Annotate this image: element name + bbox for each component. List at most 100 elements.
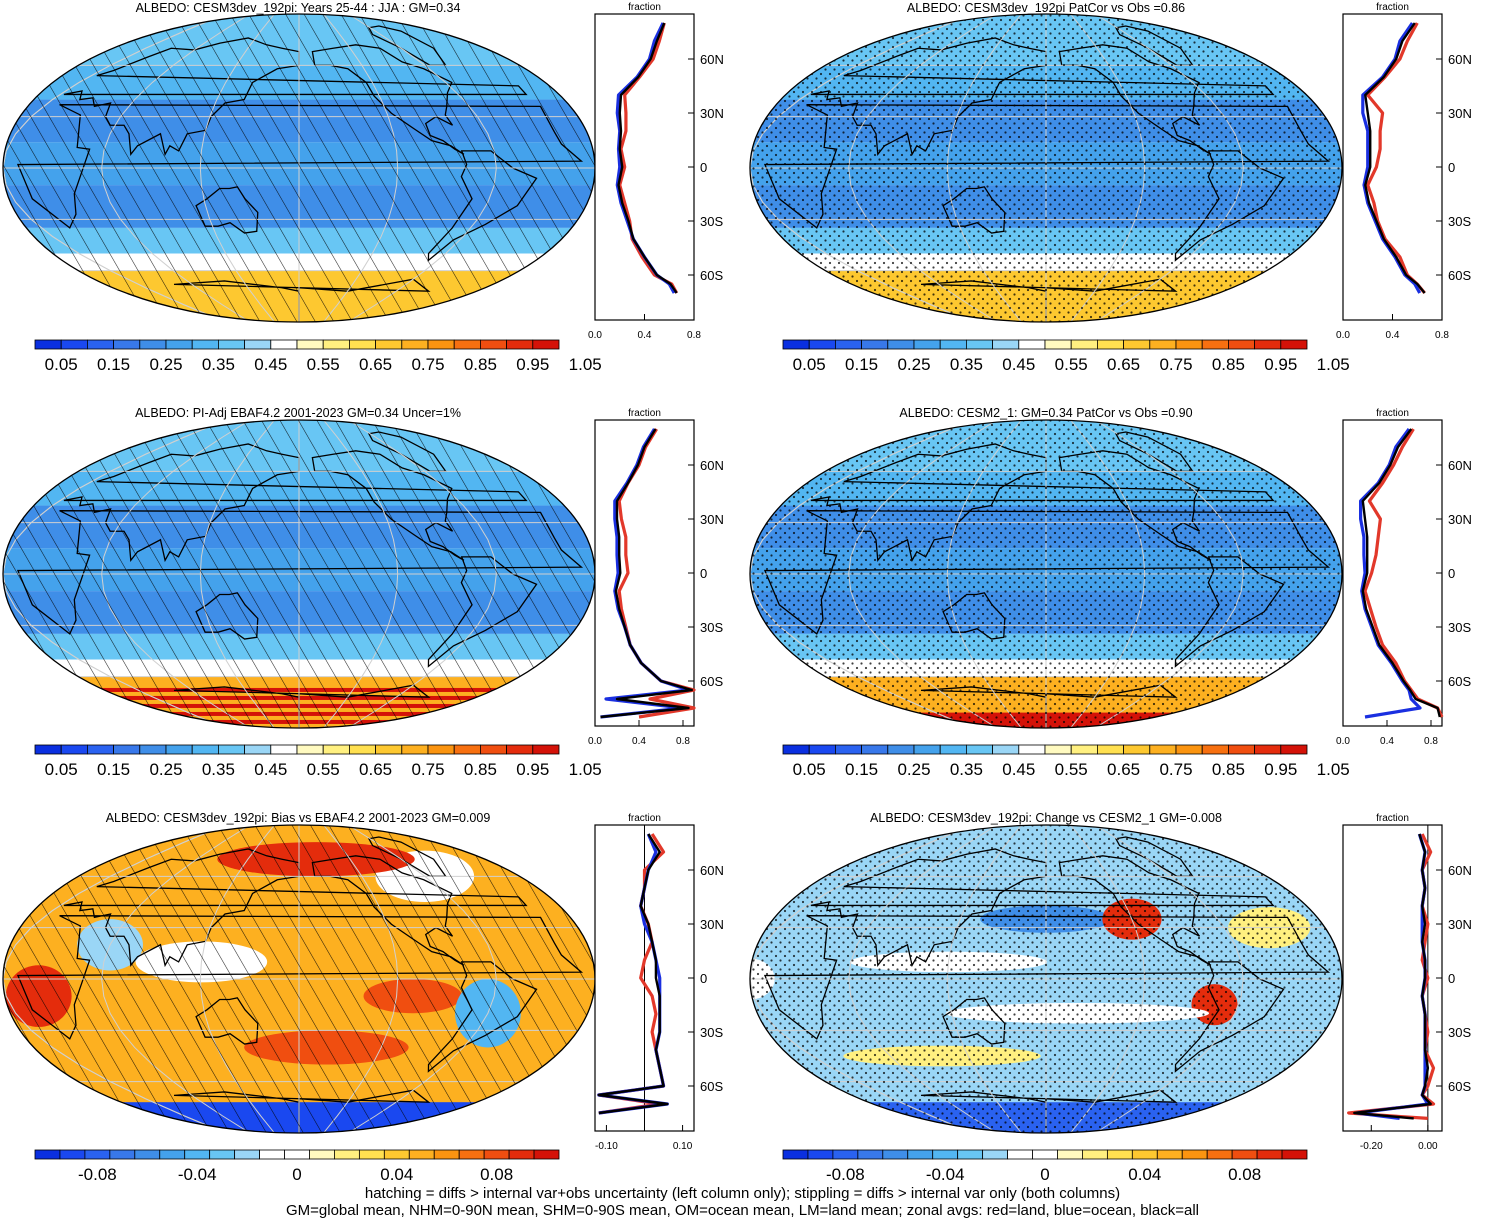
colorbar-swatch: [1256, 1149, 1283, 1160]
colorbar-swatch: [1175, 744, 1203, 755]
zonal-series-all: [597, 833, 669, 1115]
colorbar-swatch: [1156, 1149, 1183, 1160]
colorbar-swatch: [832, 1149, 859, 1160]
panel-title: ALBEDO: PI-Adj EBAF4.2 2001-2023 GM=0.34…: [135, 406, 461, 420]
latitude-tick-label: 30N: [700, 106, 724, 121]
colorbar-label: 0.75: [411, 355, 444, 374]
colorbar-swatch: [835, 339, 863, 350]
zonal-series-land: [1366, 22, 1426, 295]
colorbar-swatch: [270, 339, 298, 350]
colorbar-label: 0: [292, 1165, 301, 1184]
colorbar-label: 0.85: [464, 760, 497, 779]
colorbar-swatch: [296, 744, 324, 755]
colorbar-label: 0.55: [307, 355, 340, 374]
colorbar-swatch: [882, 1149, 909, 1160]
colorbar-swatch: [334, 1149, 360, 1160]
colorbar-swatch: [861, 744, 889, 755]
colorbar-swatch: [913, 744, 941, 755]
x-tick-label: 0.4: [632, 736, 646, 747]
colorbar-4: 0.05 0.15 0.25 0.35 0.45 0.55 0.65 0.75 0.85 0.95…: [782, 744, 1350, 779]
colorbar-swatch: [87, 339, 115, 350]
map-border: [749, 13, 1343, 323]
colorbar-swatch: [234, 1149, 260, 1160]
x-tick-label: 0.0: [1336, 330, 1350, 341]
colorbar-swatch: [60, 339, 88, 350]
colorbar-label: -0.04: [926, 1165, 965, 1184]
colorbar-swatch: [322, 744, 350, 755]
colorbar-swatch: [59, 1149, 86, 1160]
footer-line-1: hatching = diffs > internal var+obs unce…: [364, 1185, 1121, 1202]
latitude-tick-label: 30N: [1448, 512, 1472, 527]
latitude-tick-label: 60N: [1448, 52, 1472, 67]
colorbar-swatch: [532, 339, 560, 350]
colorbar-swatch: [113, 744, 141, 755]
colorbar-swatch: [296, 339, 324, 350]
colorbar-swatch: [309, 1149, 335, 1160]
colorbar-label: 0.25: [897, 760, 930, 779]
zonal-mean-plot-3: fraction 60N 30N 0 30S 60S 0.0 0.4 0.8: [588, 408, 724, 747]
colorbar-label: 0.85: [1212, 760, 1245, 779]
colorbar-label: 0.75: [411, 760, 444, 779]
colorbar-5: -0.08 -0.04 0 0.04 0.08: [34, 1149, 560, 1184]
colorbar-swatch: [259, 1149, 285, 1160]
colorbar-swatch: [907, 1149, 934, 1160]
colorbar-swatch: [433, 1149, 460, 1160]
x-tick-label: -0.10: [595, 1141, 618, 1152]
colorbar-swatch: [401, 339, 429, 350]
colorbar-swatch: [533, 1149, 560, 1160]
colorbar-swatch: [375, 744, 403, 755]
colorbar-swatch: [244, 339, 272, 350]
colorbar-swatch: [1057, 1149, 1083, 1160]
x-tick-label: 0.4: [638, 330, 652, 341]
colorbar-label: 0.45: [254, 760, 287, 779]
latitude-tick-label: 30N: [1448, 106, 1472, 121]
panel-title: ALBEDO: CESM3dev_192pi: Years 25-44 : JJ…: [136, 1, 461, 15]
zonal-axis-label: fraction: [1376, 813, 1409, 824]
colorbar-label: 0.05: [45, 355, 78, 374]
colorbar-label: 0.35: [950, 355, 983, 374]
latitude-tick-label: 30S: [700, 620, 723, 635]
colorbar-label: 0.05: [793, 760, 826, 779]
colorbar-swatch: [408, 1149, 435, 1160]
latitude-tick-label: 60S: [700, 268, 723, 283]
colorbar-swatch: [1181, 1149, 1208, 1160]
colorbar-label: 0.55: [1055, 355, 1088, 374]
stippling-overlay: [750, 825, 1342, 1133]
colorbar-label: 0.05: [45, 760, 78, 779]
colorbar-swatch: [1018, 744, 1046, 755]
latitude-tick-label: 0: [1448, 971, 1455, 986]
zonal-plot-frame: [594, 419, 695, 727]
colorbar-label: 0.25: [149, 760, 182, 779]
colorbar-swatch: [191, 339, 219, 350]
latitude-tick-label: 30N: [700, 917, 724, 932]
colorbar-swatch: [34, 1149, 61, 1160]
zonal-mean-plot-6: fraction 60N 30N 0 30S 60S -0.20 0.00: [1342, 813, 1472, 1152]
colorbar-label: 0.08: [480, 1165, 513, 1184]
colorbar-swatch: [992, 744, 1020, 755]
hatching-overlay: [3, 420, 595, 728]
zonal-series-all: [1353, 833, 1432, 1120]
zonal-axis-label: fraction: [628, 408, 661, 419]
latitude-tick-label: 30S: [1448, 214, 1471, 229]
colorbar-swatch: [1254, 744, 1282, 755]
colorbar-swatch: [217, 339, 245, 350]
colorbar-label: 0.15: [845, 760, 878, 779]
map-panel-4: [749, 419, 1343, 729]
colorbar-swatch: [939, 744, 967, 755]
colorbar-swatch: [957, 1149, 984, 1160]
colorbar-swatch: [453, 339, 481, 350]
colorbar-swatch: [782, 1149, 809, 1160]
colorbar-label: 0.35: [950, 760, 983, 779]
colorbar-swatch: [34, 744, 62, 755]
colorbar-label: 0.65: [1107, 760, 1140, 779]
colorbar-label: 0.95: [516, 760, 549, 779]
colorbar-label: 0.35: [202, 760, 235, 779]
colorbar-swatch: [358, 1149, 385, 1160]
panel-title: ALBEDO: CESM2_1: GM=0.34 PatCor vs Obs =…: [899, 406, 1192, 420]
latitude-tick-label: 30N: [1448, 917, 1472, 932]
colorbar-label: 0.45: [1002, 355, 1035, 374]
colorbar-swatch: [1254, 339, 1282, 350]
zonal-series-all: [617, 22, 678, 294]
colorbar-swatch: [1280, 339, 1308, 350]
colorbar-label: 1.05: [1317, 760, 1350, 779]
